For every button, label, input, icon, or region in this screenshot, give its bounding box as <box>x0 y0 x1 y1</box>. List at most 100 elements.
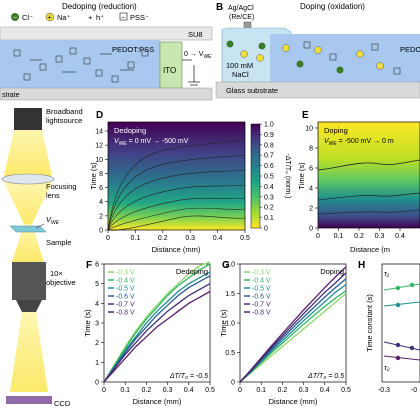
tick-label: 0 <box>102 387 106 394</box>
ion-markers-b <box>226 40 401 75</box>
heatmap-contour <box>317 209 420 215</box>
panel-letter-e: E <box>302 110 309 121</box>
tick-label: 0 <box>238 387 242 394</box>
legend-label: -0.4 V <box>116 278 135 285</box>
tick-label: 0.1 <box>131 235 141 242</box>
schematic-legend: − Cl⁻ + Na⁺ + h⁺ − PSS⁻ <box>11 12 149 22</box>
series-line <box>103 271 211 383</box>
electrode-label: (Re/CE) <box>229 14 254 21</box>
tick-label: 0.5 <box>205 387 215 394</box>
tick-label: 6 <box>309 166 313 173</box>
x-axis-label: Distance (mm) <box>133 397 182 406</box>
series-line <box>103 290 211 383</box>
series-line <box>103 261 211 383</box>
tick-label: 0.3 <box>185 235 195 242</box>
tick-label: 0.5 <box>225 350 235 357</box>
pss-icon <box>119 12 128 21</box>
legend-label: -0.3 V <box>252 270 271 277</box>
optics-label: objective <box>46 278 76 287</box>
optics-label: lens <box>46 191 60 200</box>
ccd-icon <box>6 396 52 404</box>
heatmap-contour <box>107 197 246 231</box>
voltage-annotation: VWE = -500 mV → 0 m <box>324 138 394 147</box>
legend-label: Cl⁻ <box>22 13 33 22</box>
y-axis-label: Time (s) <box>83 309 92 337</box>
legend-label: PSS⁻ <box>130 13 149 22</box>
legend-label: Na⁺ <box>57 13 71 22</box>
heatmap-contour <box>107 207 246 231</box>
series-line <box>103 275 211 383</box>
colorbar-ticks: 0 0.1 0.2 0.3 0.4 0.5 0.6 0.7 0.8 0.9 1.0 <box>260 122 274 233</box>
legend-label: -0.5 V <box>252 286 271 293</box>
tick-label: 0.5 <box>264 174 274 181</box>
optics-setup: Broadband lightsource Focusing lens VWE … <box>0 104 83 420</box>
x-axis-d: 0 0.1 0.2 0.3 0.4 0.5 <box>106 230 250 242</box>
heatmap-contour <box>107 154 246 231</box>
tick-label: 0 <box>106 235 110 242</box>
tick-label: 0 <box>95 380 99 387</box>
chart-annotation: ΔT/T₀ = -0.5 <box>169 373 208 380</box>
panel-b: B Ag/AgCl (Re/CE) Doping (oxidation) 100… <box>215 2 420 99</box>
tick-label: 5 <box>95 281 99 288</box>
optics-label: CCD <box>54 399 71 408</box>
heatmap-contour <box>317 192 420 201</box>
panel-letter-b: B <box>216 2 223 13</box>
tick-label: 14 <box>95 129 103 136</box>
series-lines-f <box>103 261 211 383</box>
tick-label: 4 <box>309 186 313 193</box>
tick-label: 8 <box>99 171 103 178</box>
y-axis-label: Time (s) <box>219 309 228 337</box>
data-point <box>395 342 401 348</box>
x-axis-f: 0 0.1 0.2 0.3 0.4 0.5 <box>102 382 215 394</box>
x-axis-label: Distance (mm) <box>269 397 318 406</box>
tick-label: 0.5 <box>341 387 351 394</box>
x-tick-label: -0.3 <box>378 387 390 394</box>
lightsource-icon <box>14 108 42 130</box>
panel-b-title: Doping (oxidation) <box>300 2 365 11</box>
pedot-layer-b <box>270 34 420 82</box>
legend-label: h⁺ <box>96 13 104 22</box>
data-point <box>395 302 401 308</box>
substrate-label-b: Glass substrate <box>226 86 278 95</box>
schematic-title: Dedoping (reduction) <box>62 2 137 11</box>
su8-label: SU8 <box>188 30 203 39</box>
voltage-annotation: VWE = 0 mV → -500 mV <box>114 138 189 147</box>
y-axis-label: Time (s) <box>297 162 306 190</box>
heatmap-contour <box>107 184 246 231</box>
panel-letter-g: G <box>222 260 230 271</box>
legend-label: -0.7 V <box>116 302 135 309</box>
tick-label: 0.3 <box>163 387 173 394</box>
su8-layer <box>0 26 213 41</box>
series-line <box>103 283 211 383</box>
voltage-label: 0 → VWE <box>184 51 212 60</box>
legend-label: -0.3 V <box>116 270 135 277</box>
tau-series <box>383 301 420 307</box>
tick-label: 0.3 <box>264 194 274 201</box>
tau1-label: τ₁ <box>384 269 390 278</box>
anion-icon <box>11 13 19 21</box>
series-lines-g <box>239 266 347 383</box>
optics-label: Sample <box>46 238 71 247</box>
tick-label: 0.2 <box>264 205 274 212</box>
panel-f: F -0.3 V-0.4 V-0.5 V-0.6 V-0.7 V-0.8 V D… <box>83 260 215 406</box>
tick-label: 0.2 <box>142 387 152 394</box>
schematic-dedoping: Dedoping (reduction) − Cl⁻ + Na⁺ + h⁺ − … <box>0 2 213 101</box>
tick-label: 1 <box>95 360 99 367</box>
tick-label: 0 <box>264 226 268 233</box>
electrolyte-label: NaCl <box>232 70 249 79</box>
legend-label: -0.6 V <box>116 294 135 301</box>
panel-d: D Dedoping VWE = 0 mV → -500 mV 0 2 4 6 8 10 1… <box>89 110 291 254</box>
sample-slide <box>9 225 47 233</box>
legend-label: -0.6 V <box>252 294 271 301</box>
tick-label: 12 <box>95 143 103 150</box>
legend-label: -0.4 V <box>252 278 271 285</box>
panel-e: E Doping VWE = -500 mV → 0 m 0 2 4 6 8 10 0 0.… <box>297 110 420 254</box>
x-axis-g: 0 0.1 0.2 0.3 0.4 0.5 <box>238 382 351 394</box>
tick-label: 0.7 <box>264 153 274 160</box>
optics-label: 10× <box>50 269 63 278</box>
tick-label: 0.1 <box>256 387 266 394</box>
tick-label: 2.0 <box>225 262 235 269</box>
legend-label: -0.7 V <box>252 302 271 309</box>
substrate-layer <box>0 87 213 101</box>
heatmap-contour <box>317 159 420 171</box>
